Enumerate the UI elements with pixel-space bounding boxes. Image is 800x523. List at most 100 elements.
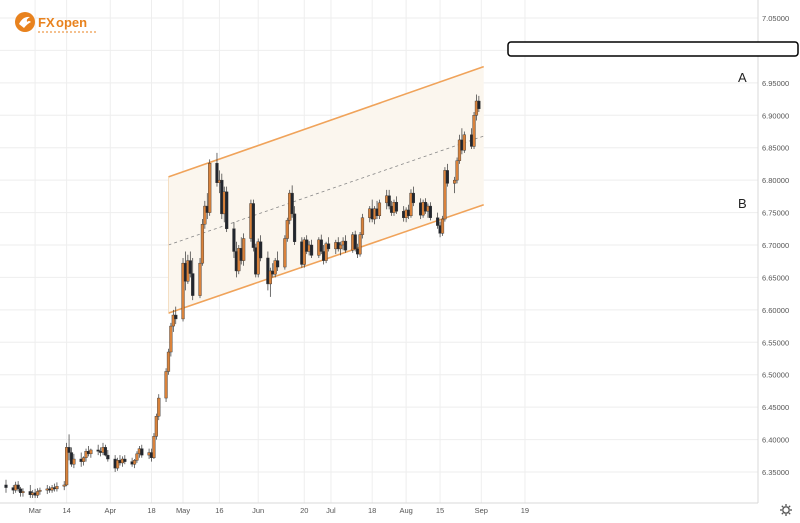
candle (174, 306, 178, 325)
candle (292, 206, 297, 245)
candle (319, 234, 323, 255)
channel-fill (168, 66, 484, 314)
candle-body (67, 447, 71, 453)
candle (81, 456, 86, 466)
y-tick-label: 6.65000 (762, 273, 789, 282)
candle (428, 202, 432, 221)
candle (324, 241, 328, 264)
y-axis-ticks: 7.050007.000006.950006.900006.850006.800… (762, 14, 789, 477)
svg-text:open: open (56, 15, 87, 30)
candle-body (188, 260, 192, 274)
candle-body (259, 241, 263, 259)
candle-body (409, 192, 413, 217)
x-tick-label: 15 (436, 506, 444, 515)
candle-body (55, 486, 59, 490)
y-tick-label: 6.55000 (762, 338, 789, 347)
candle-body (343, 240, 348, 251)
candle (285, 217, 289, 242)
candle (477, 95, 481, 113)
candle-body (462, 134, 466, 151)
candle (360, 213, 365, 239)
channel-shade (168, 66, 484, 314)
candle (135, 451, 139, 463)
candle (215, 152, 219, 187)
candle (309, 239, 314, 258)
candle-body (152, 436, 156, 458)
candle (4, 479, 8, 493)
candle (106, 449, 110, 462)
y-tick-label: 6.70000 (762, 241, 789, 250)
candle-body (273, 260, 277, 275)
candle (203, 200, 207, 229)
candle-body (339, 244, 343, 250)
candle-body (268, 270, 272, 285)
candle-body (65, 447, 69, 486)
candle (394, 196, 399, 214)
candle (232, 222, 236, 258)
candle-body (242, 238, 246, 261)
candle-body (123, 458, 127, 462)
candle (166, 348, 171, 375)
candle (411, 186, 415, 207)
candle-body (358, 234, 362, 255)
candle (273, 257, 277, 278)
candle-body (394, 201, 399, 212)
candle-body (285, 220, 289, 239)
candle-body (440, 218, 445, 234)
candle (69, 447, 74, 467)
candle-body (326, 243, 331, 250)
candle (343, 235, 348, 253)
candle (18, 486, 23, 497)
candle (302, 237, 306, 268)
candle-body (157, 397, 161, 417)
y-tick-label: 6.75000 (762, 209, 789, 218)
candle-body (191, 273, 195, 296)
candle-body (169, 325, 173, 353)
candle-body (276, 260, 280, 268)
candle (387, 189, 391, 210)
candle (188, 251, 192, 278)
candle (171, 309, 175, 332)
settings-gear-icon[interactable] (780, 504, 792, 516)
fxopen-logo-icon: FX open (15, 12, 96, 33)
candle (445, 163, 449, 187)
candle (242, 233, 246, 266)
candle (169, 322, 173, 357)
candle-body (35, 491, 40, 496)
candle-body (84, 451, 88, 458)
candle-body (292, 213, 297, 242)
candle-body (62, 484, 66, 487)
candle (462, 131, 466, 153)
candle-body (21, 491, 25, 493)
candle-body (135, 453, 139, 461)
candle (181, 257, 185, 322)
candle-body (154, 416, 158, 437)
candle-body (16, 484, 20, 490)
candle (225, 186, 229, 233)
x-tick-label: Aug (399, 506, 412, 515)
candle-body (324, 243, 328, 261)
channel-mid-line (168, 135, 484, 246)
candle-body (103, 447, 108, 456)
candle-body (18, 488, 23, 493)
x-tick-label: 18 (368, 506, 376, 515)
y-tick-label: 6.60000 (762, 306, 789, 315)
y-tick-label: 6.90000 (762, 111, 789, 120)
candle (443, 167, 447, 222)
candle-body (472, 115, 476, 147)
candle (409, 189, 413, 218)
candle (283, 235, 287, 270)
candle-body (428, 205, 432, 218)
y-tick-label: 7.05000 (762, 14, 789, 23)
candle (140, 444, 144, 458)
candle-body (72, 458, 76, 465)
candle (472, 112, 476, 150)
candle-body (81, 457, 86, 462)
candle-body (455, 160, 459, 181)
candle-body (174, 314, 178, 320)
candle-body (453, 179, 457, 184)
channel-upper-line (168, 65, 484, 178)
candle-body (203, 205, 207, 225)
x-tick-label: 18 (147, 506, 155, 515)
